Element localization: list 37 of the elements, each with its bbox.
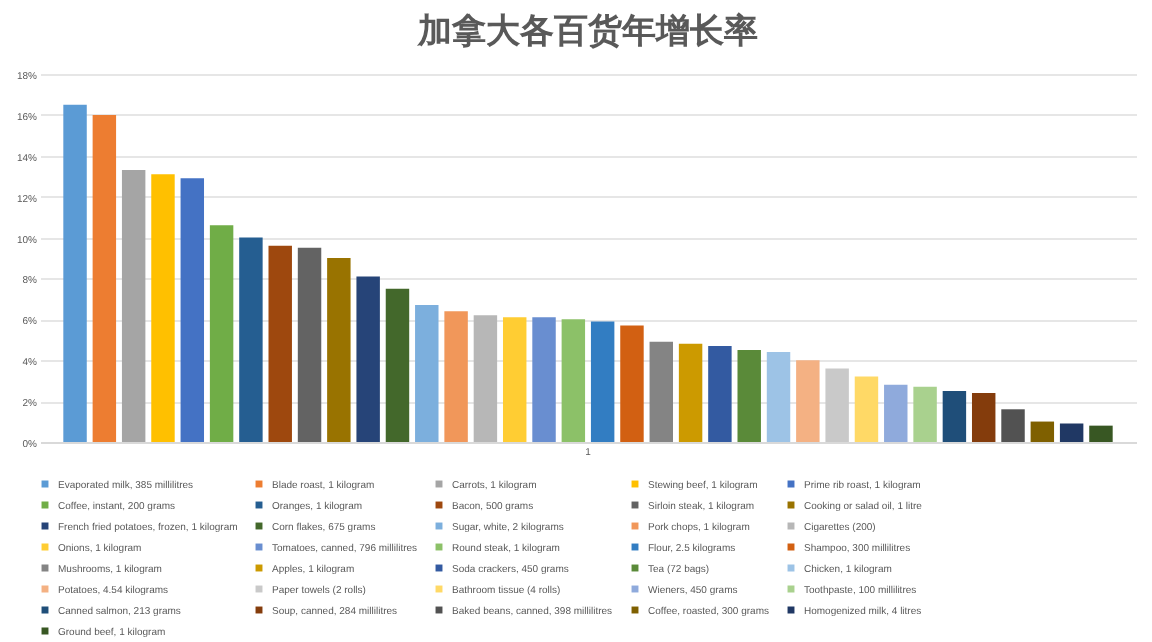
- bar: [151, 174, 175, 442]
- bar: [1001, 409, 1025, 442]
- bar: [356, 276, 380, 442]
- bar: [796, 360, 820, 442]
- bar: [327, 258, 351, 442]
- bar: [268, 245, 292, 442]
- bar: [532, 317, 556, 442]
- bar: [737, 350, 761, 442]
- bar: [385, 288, 410, 442]
- bar: [971, 392, 996, 442]
- bar: [473, 315, 498, 442]
- bar: [503, 317, 527, 442]
- bar: [444, 311, 468, 442]
- chart-title: 加拿大各百货年增长率: [416, 12, 758, 50]
- bar: [825, 368, 849, 442]
- bar: [239, 237, 263, 442]
- bar: [942, 390, 967, 442]
- bar: [708, 345, 732, 442]
- bar: [1059, 423, 1084, 442]
- bar: [620, 325, 644, 442]
- bar: [1030, 421, 1055, 442]
- bar: [590, 321, 615, 442]
- bar: [854, 376, 879, 442]
- bar: [209, 225, 234, 442]
- bar: [678, 343, 703, 442]
- bar: [1089, 425, 1113, 442]
- bar: [92, 114, 117, 442]
- bar: [297, 247, 322, 442]
- bar: [180, 178, 205, 442]
- bar: [913, 386, 937, 442]
- bar: [415, 305, 439, 442]
- bar: [884, 384, 908, 442]
- bar: [121, 170, 146, 442]
- bar: [63, 104, 87, 442]
- bar: [649, 341, 673, 442]
- bar: [766, 352, 791, 442]
- bar: [561, 319, 586, 442]
